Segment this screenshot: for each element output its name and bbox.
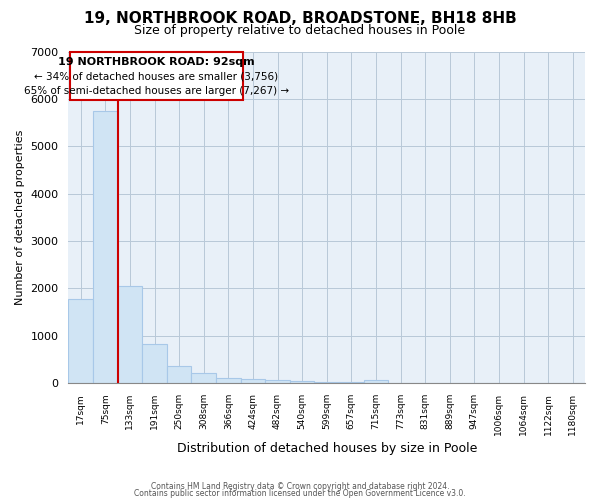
Bar <box>265 380 290 383</box>
Text: Size of property relative to detached houses in Poole: Size of property relative to detached ho… <box>134 24 466 37</box>
Text: 65% of semi-detached houses are larger (7,267) →: 65% of semi-detached houses are larger (… <box>24 86 289 96</box>
Bar <box>191 374 216 383</box>
Text: 19 NORTHBROOK ROAD: 92sqm: 19 NORTHBROOK ROAD: 92sqm <box>58 57 254 67</box>
Bar <box>241 379 265 383</box>
Bar <box>364 380 388 383</box>
Bar <box>314 382 339 383</box>
X-axis label: Distribution of detached houses by size in Poole: Distribution of detached houses by size … <box>176 442 477 455</box>
Bar <box>290 380 314 383</box>
Bar <box>118 286 142 383</box>
Text: Contains public sector information licensed under the Open Government Licence v3: Contains public sector information licen… <box>134 489 466 498</box>
Text: Contains HM Land Registry data © Crown copyright and database right 2024.: Contains HM Land Registry data © Crown c… <box>151 482 449 491</box>
Bar <box>167 366 191 383</box>
FancyBboxPatch shape <box>70 52 243 100</box>
Bar <box>339 382 364 383</box>
Text: 19, NORTHBROOK ROAD, BROADSTONE, BH18 8HB: 19, NORTHBROOK ROAD, BROADSTONE, BH18 8H… <box>83 11 517 26</box>
Y-axis label: Number of detached properties: Number of detached properties <box>15 130 25 305</box>
Bar <box>68 299 93 383</box>
Bar <box>93 110 118 383</box>
Text: ← 34% of detached houses are smaller (3,756): ← 34% of detached houses are smaller (3,… <box>34 72 278 82</box>
Bar <box>142 344 167 383</box>
Bar <box>216 378 241 383</box>
